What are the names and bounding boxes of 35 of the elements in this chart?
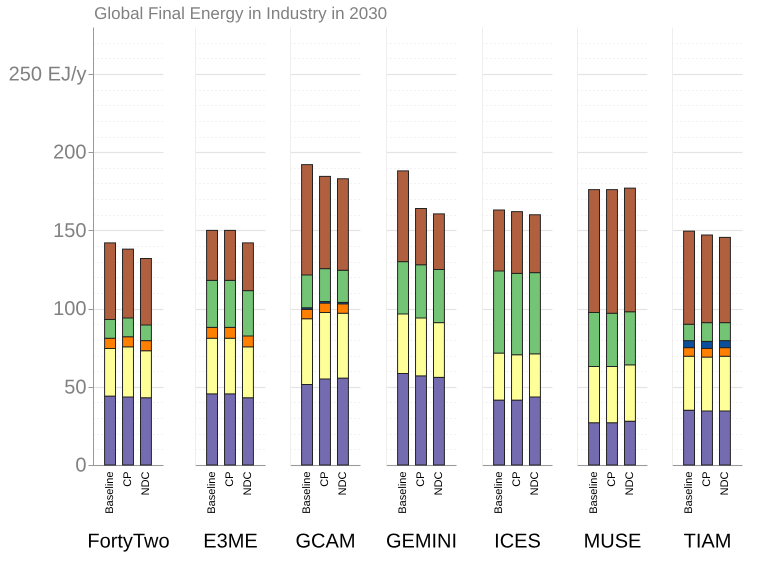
x-tick-label: CP: [606, 472, 618, 487]
y-tick-label: 100: [53, 298, 86, 320]
x-tick-label: NDC: [528, 471, 541, 496]
x-tick-label: Baseline: [397, 472, 410, 514]
x-tick-label: CP: [224, 472, 236, 487]
x-axis-title: ICES: [494, 530, 541, 553]
x-tick-label: Baseline: [301, 472, 314, 514]
x-axis-title: GCAM: [296, 530, 356, 553]
x-tick-label: Baseline: [683, 472, 696, 514]
x-tick-label: Baseline: [493, 472, 506, 514]
y-tick-label: 0: [75, 454, 86, 476]
x-axis-title: E3ME: [203, 530, 258, 553]
text: Global Final Energy in Industry in 2030: [94, 4, 388, 23]
x-tick-label: NDC: [242, 471, 254, 496]
x-tick-label: NDC: [432, 471, 445, 496]
x-axis-title: TIAM: [684, 530, 732, 553]
x-tick-label: NDC: [718, 471, 731, 496]
x-tick-label: Baseline: [206, 472, 218, 514]
x-tick-label: NDC: [140, 471, 152, 496]
y-tick-label: 150: [53, 220, 86, 242]
y-tick-label: 200: [53, 142, 86, 164]
x-axis-title: GEMINI: [386, 530, 458, 553]
x-tick-label: Baseline: [588, 472, 600, 514]
x-axis-title: FortyTwo: [87, 530, 170, 553]
x-tick-label: CP: [122, 472, 134, 487]
x-tick-label: CP: [415, 472, 427, 487]
x-axis-title: MUSE: [584, 530, 642, 553]
x-tick-label: NDC: [336, 471, 349, 496]
x-tick-label: NDC: [624, 471, 636, 496]
x-tick-label: CP: [701, 472, 713, 487]
y-tick-label: 250 EJ/y: [8, 63, 86, 86]
x-tick-label: CP: [319, 472, 331, 487]
x-tick-label: CP: [511, 472, 523, 487]
y-tick-label: 50: [64, 376, 86, 398]
x-tick-label: Baseline: [104, 472, 116, 514]
